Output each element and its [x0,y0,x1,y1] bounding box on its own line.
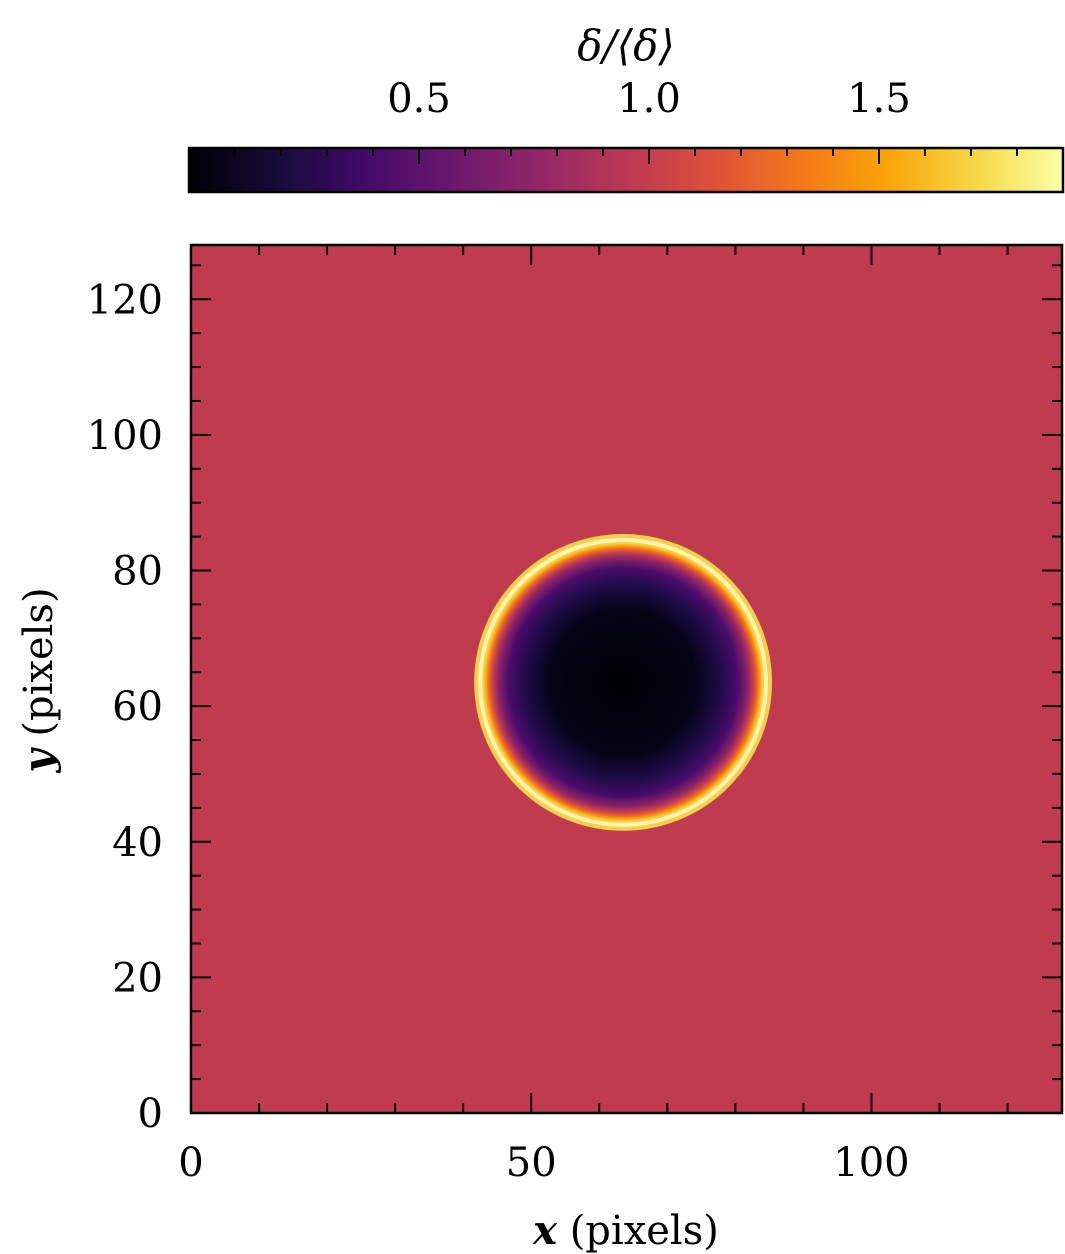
colorbar-gradient [189,148,1063,192]
y-tick-label: 20 [112,955,163,1001]
y-tick-label: 40 [112,820,163,866]
y-tick-labels: 0 20 40 60 80 100 120 [87,277,163,1137]
heatmap-plot: 0 50 100 0 20 40 60 80 100 120 x (pixels) y (pix… [15,243,1064,1254]
y-axis-variable: y [15,747,62,774]
colorbar-ticks [234,148,1018,164]
overdense-ring-core [478,537,768,827]
colorbar-tick-label: 1.0 [617,76,681,122]
x-tick-label: 0 [178,1140,203,1186]
x-axis-variable: x [532,1207,558,1254]
colorbar: δ/⟨δ⟩ 0.5 1.0 1.5 [187,21,1065,194]
y-tick-label: 0 [138,1091,163,1137]
x-axis-unit: (pixels) [557,1208,719,1254]
colorbar-frame [187,146,1065,194]
x-tick-label: 50 [506,1140,557,1186]
plot-ticks [190,245,1062,1114]
underdense-void [483,542,763,822]
y-tick-label: 60 [112,684,163,730]
y-tick-label: 80 [112,549,163,595]
x-tick-labels: 0 50 100 [178,1140,909,1186]
colorbar-label: δ/⟨δ⟩ [577,21,675,70]
colorbar-tick-label: 1.5 [847,76,911,122]
y-axis-label: y (pixels) [15,587,62,773]
y-tick-label: 120 [87,277,163,323]
heatmap-image [191,245,1062,1113]
plot-frame [189,243,1064,1115]
y-axis-unit: (pixels) [16,587,62,749]
x-axis-label: x (pixels) [532,1207,719,1254]
colorbar-tick-labels: 0.5 1.0 1.5 [387,76,911,122]
y-tick-label: 100 [87,413,163,459]
colorbar-tick-label: 0.5 [387,76,451,122]
x-tick-label: 100 [833,1140,909,1186]
